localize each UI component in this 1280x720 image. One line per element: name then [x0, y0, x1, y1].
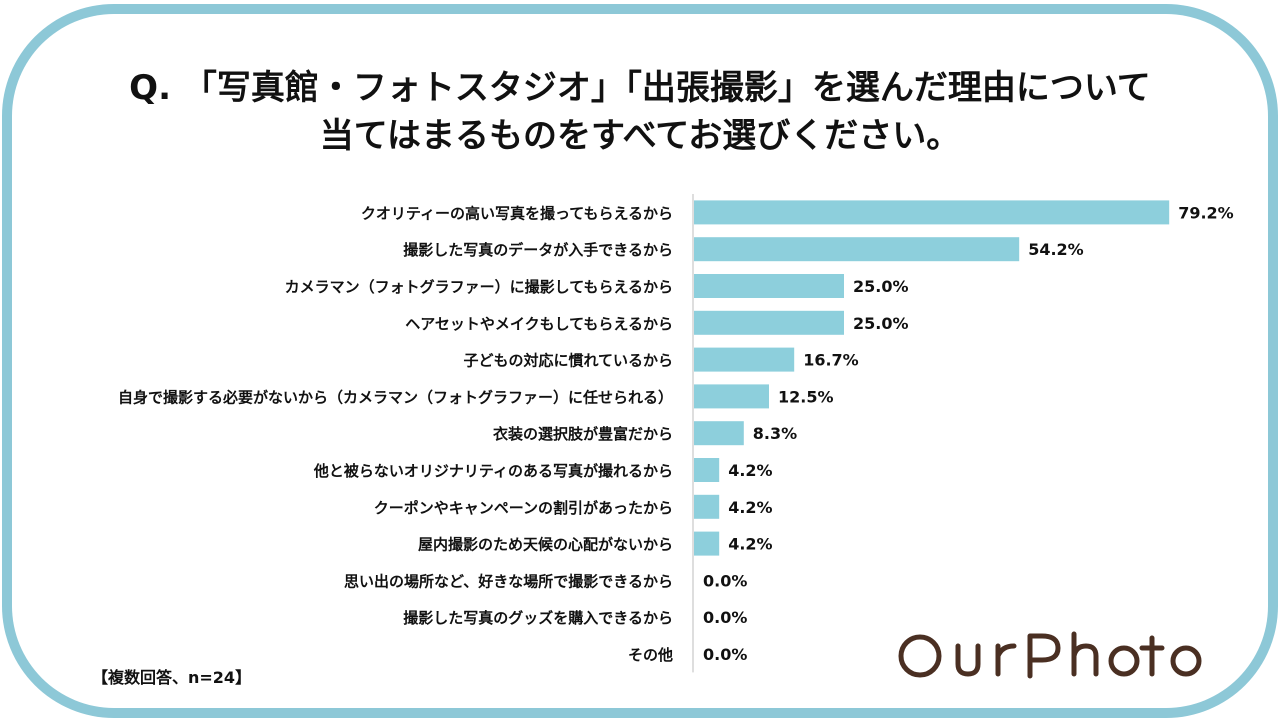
category-label: 撮影した写真のグッズを購入できるから: [403, 609, 673, 627]
data-label: 0.0%: [703, 608, 747, 627]
category-label: 衣装の選択肢が豊富だから: [493, 425, 673, 443]
bar: [694, 458, 720, 482]
bar: [694, 384, 769, 409]
category-label: 屋内撮影のため天候の心配がないから: [418, 536, 673, 554]
data-label: 16.7%: [803, 351, 859, 370]
category-label: 撮影した写真のデータが入手できるから: [403, 241, 673, 259]
category-label: 思い出の場所など、好きな場所で撮影できるから: [344, 572, 673, 590]
data-label: 8.3%: [753, 424, 797, 443]
category-label: 子どもの対応に慣れているから: [463, 352, 673, 370]
bar: [694, 347, 795, 372]
bar: [694, 310, 844, 335]
data-label: 79.2%: [1178, 203, 1234, 222]
data-label: 0.0%: [703, 571, 747, 590]
bar: [694, 531, 720, 556]
bar: [694, 200, 1170, 225]
bar: [694, 494, 720, 519]
bar: [694, 237, 1020, 262]
data-label: 54.2%: [1028, 240, 1084, 259]
data-label: 4.2%: [728, 461, 772, 480]
data-label: 25.0%: [853, 314, 909, 333]
category-label: クオリティーの高い写真を撮ってもらえるから: [361, 204, 673, 222]
category-label: カメラマン（フォトグラファー）に撮影してもらえるから: [285, 278, 673, 296]
ourphoto-logo: [898, 631, 1202, 679]
chart-title-line-2: 当てはまるものをすべてお選びください。: [319, 116, 961, 156]
category-label: クーポンやキャンペーンの割引があったから: [374, 499, 673, 517]
category-label: その他: [628, 646, 673, 664]
rounded-frame-background: [12, 14, 1268, 708]
category-label: ヘアセットやメイクもしてもらえるから: [405, 315, 673, 333]
sample-size-note: 【複数回答、n=24】: [92, 668, 252, 687]
data-label: 4.2%: [728, 535, 772, 554]
data-label: 4.2%: [728, 498, 772, 517]
category-label: 他と被らないオリジナリティのある写真が撮れるから: [313, 462, 673, 480]
category-label: 自身で撮影する必要がないから（カメラマン（フォトグラファー）に任せられる）: [118, 388, 673, 406]
data-label: 0.0%: [703, 645, 747, 664]
bar: [694, 274, 844, 298]
bar: [694, 421, 744, 446]
data-label: 25.0%: [853, 277, 909, 296]
chart-title-line-1: Q. 「写真館・フォトスタジオ」「出張撮影」を選んだ理由について: [129, 68, 1151, 108]
data-label: 12.5%: [778, 387, 834, 406]
chart-title: Q. 「写真館・フォトスタジオ」「出張撮影」を選んだ理由について 当てはまるもの…: [0, 64, 1280, 160]
